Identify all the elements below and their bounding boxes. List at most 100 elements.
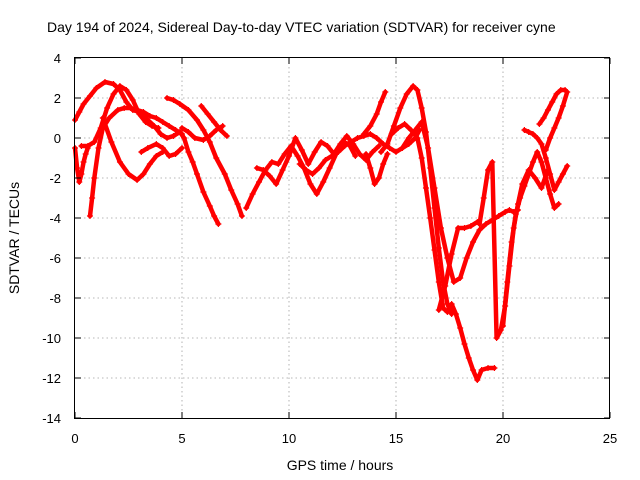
data-point-marker <box>354 135 361 141</box>
y-axis-label: SDTVAR / TECUs <box>6 182 22 294</box>
x-tick-label: 0 <box>71 431 78 446</box>
data-point-marker <box>91 139 98 145</box>
data-point-marker <box>101 79 108 85</box>
data-point-marker <box>506 207 513 213</box>
data-point-marker <box>467 223 474 229</box>
data-point-marker <box>129 97 136 103</box>
data-point-marker <box>200 127 207 133</box>
data-point-marker <box>318 139 325 145</box>
data-point-marker <box>95 145 102 151</box>
data-point-marker <box>74 165 81 171</box>
data-point-marker <box>176 101 183 107</box>
data-point-marker <box>123 99 130 105</box>
data-point-marker <box>123 87 130 93</box>
data-point-marker <box>386 145 393 151</box>
data-point-marker <box>551 205 558 211</box>
data-point-marker <box>418 105 425 111</box>
data-point-marker <box>211 119 218 125</box>
data-point-marker <box>559 103 566 109</box>
plot-frame <box>74 57 610 419</box>
data-point-marker <box>544 107 551 113</box>
data-point-marker <box>228 187 235 193</box>
series-arc-22 <box>536 87 569 127</box>
data-point-marker <box>215 221 222 227</box>
data-point-marker <box>542 155 549 161</box>
data-point-marker <box>153 141 160 147</box>
data-point-marker <box>253 165 260 171</box>
data-point-marker <box>547 135 554 141</box>
data-point-marker <box>206 139 213 145</box>
data-point-marker <box>164 135 171 141</box>
data-point-marker <box>84 143 91 149</box>
data-point-marker <box>256 179 263 185</box>
data-point-marker <box>127 105 134 111</box>
data-point-marker <box>461 225 468 231</box>
data-point-marker <box>298 147 305 153</box>
data-point-marker <box>529 159 536 165</box>
x-axis-label: GPS time / hours <box>287 457 394 473</box>
data-point-marker <box>352 153 359 159</box>
data-point-marker <box>378 99 385 105</box>
data-point-marker <box>538 185 545 191</box>
data-point-marker <box>324 143 331 149</box>
data-point-marker <box>76 179 83 185</box>
data-point-marker <box>268 159 275 165</box>
series-arc-9 <box>198 103 230 139</box>
data-point-marker <box>373 111 380 117</box>
y-tick-label: 4 <box>54 51 61 66</box>
data-point-marker <box>399 145 406 151</box>
data-point-marker <box>542 175 549 181</box>
data-point-marker <box>320 179 327 185</box>
data-point-marker <box>140 109 147 115</box>
data-point-marker <box>80 101 87 107</box>
data-point-marker <box>104 105 111 111</box>
data-series-layer <box>72 79 571 383</box>
data-point-marker <box>414 87 421 93</box>
data-point-marker <box>348 139 355 145</box>
data-point-marker <box>367 131 374 137</box>
series-line <box>543 89 570 153</box>
data-point-marker <box>286 153 292 159</box>
data-point-marker <box>422 185 429 191</box>
data-point-marker <box>380 161 387 167</box>
data-point-marker <box>437 225 444 231</box>
data-point-marker <box>279 167 286 173</box>
data-point-marker <box>292 135 299 141</box>
data-point-marker <box>170 97 177 103</box>
data-point-marker <box>335 149 342 155</box>
data-point-marker <box>313 191 320 197</box>
data-point-marker <box>431 247 438 253</box>
data-point-marker <box>266 173 273 179</box>
series-arc-2 <box>72 145 91 185</box>
data-point-marker <box>444 301 451 307</box>
data-point-marker <box>144 145 151 151</box>
data-point-marker <box>116 83 123 89</box>
data-point-marker <box>517 195 524 201</box>
data-point-marker <box>495 213 502 219</box>
data-point-marker <box>414 135 421 141</box>
data-point-marker <box>450 279 457 285</box>
data-point-marker <box>431 185 438 191</box>
data-point-marker <box>179 131 185 137</box>
data-point-marker <box>138 149 145 155</box>
data-point-marker <box>157 131 164 137</box>
data-point-marker <box>382 89 389 95</box>
data-point-marker <box>476 227 483 233</box>
data-point-marker <box>491 365 498 371</box>
y-tick-label: -14 <box>42 411 61 426</box>
data-point-marker <box>540 115 547 121</box>
data-point-marker <box>442 283 449 289</box>
data-point-marker <box>166 123 173 129</box>
data-point-marker <box>367 123 374 129</box>
axis-ticks <box>74 57 611 419</box>
data-point-marker <box>343 133 350 139</box>
data-point-marker <box>497 327 504 333</box>
data-point-marker <box>121 105 128 111</box>
series-arc-16 <box>378 83 455 317</box>
data-point-marker <box>249 191 256 197</box>
data-point-marker <box>125 171 132 177</box>
series-arc-5 <box>99 115 166 183</box>
data-point-marker <box>303 167 310 173</box>
data-point-marker <box>326 165 333 171</box>
